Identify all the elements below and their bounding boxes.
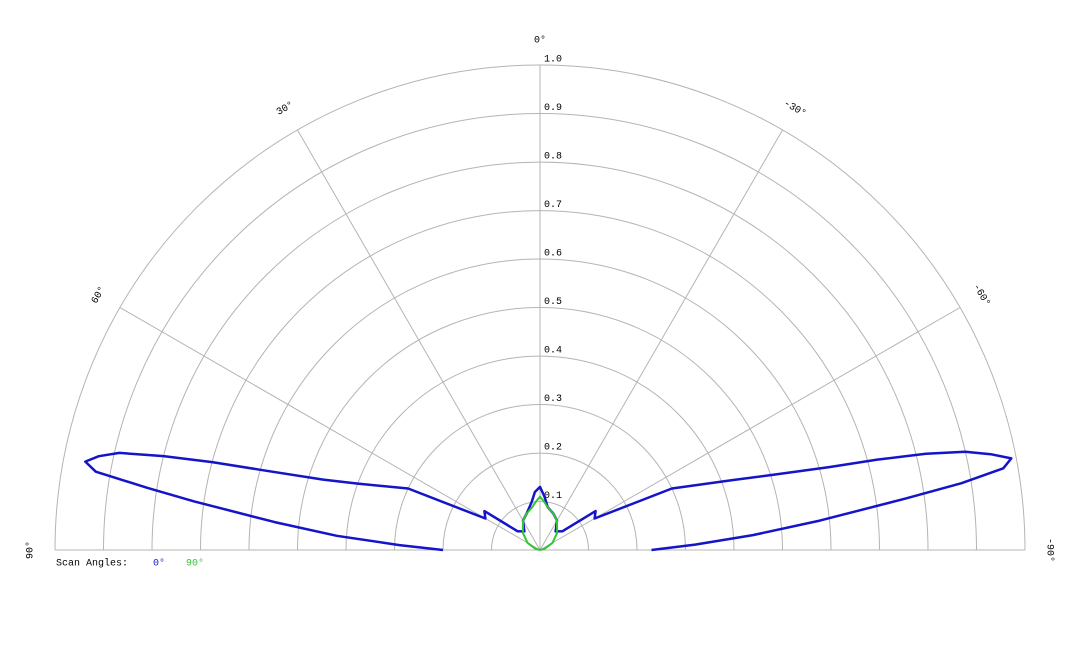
r-tick-label: 0.7 (544, 200, 562, 211)
grid-spoke (539, 129, 783, 551)
angle-tick-label: 90° (25, 541, 37, 559)
r-tick-label: 0.6 (544, 249, 562, 260)
r-tick-label: 0.3 (544, 394, 562, 405)
legend-entry: 0° (153, 558, 165, 570)
legend-title: Scan Angles: (56, 558, 128, 570)
angle-tick-label: 0° (534, 35, 546, 47)
r-tick-label: 0.9 (544, 103, 562, 114)
series-line (521, 495, 559, 551)
r-tick-label: 0.1 (544, 491, 562, 502)
legend-entry: 90° (186, 558, 204, 570)
r-tick-label: 0.5 (544, 297, 562, 308)
r-tick-label: 0.2 (544, 443, 562, 454)
angle-tick-label: -90° (1043, 538, 1055, 562)
series-line (84, 450, 1013, 552)
r-tick-label: 1.0 (544, 55, 562, 66)
grid-spoke (119, 307, 541, 551)
grid-spoke (539, 307, 961, 551)
r-tick-label: 0.8 (544, 152, 562, 163)
grid-spoke (297, 129, 541, 551)
r-tick-label: 0.4 (544, 346, 562, 357)
